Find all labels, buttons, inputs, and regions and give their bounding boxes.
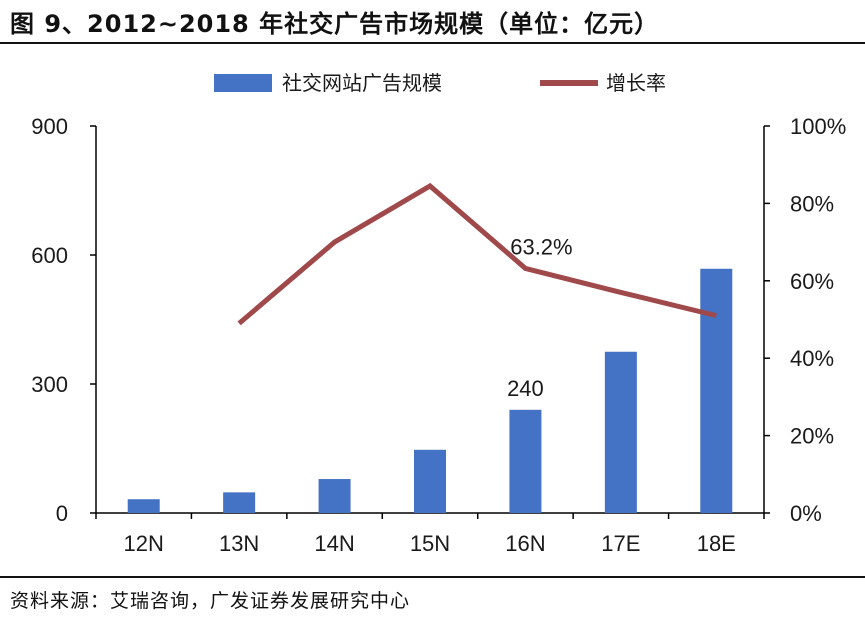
bar: [318, 479, 351, 513]
bar: [414, 449, 446, 513]
y-left-tick-label: 300: [31, 372, 68, 397]
x-tick-label: 16N: [505, 531, 545, 556]
x-tick-label: 18E: [697, 531, 736, 556]
x-tick-label: 15N: [410, 531, 450, 556]
x-tick-label: 17E: [601, 531, 640, 556]
line-series: [237, 182, 717, 326]
data-label: 63.2%: [510, 234, 572, 259]
y-right-tick-label: 80%: [790, 191, 834, 216]
legend-bar-swatch: [214, 74, 272, 92]
source-note: 资料来源：艾瑞咨询，广发证券发展研究中心: [0, 576, 865, 620]
legend-line-label: 增长率: [606, 72, 666, 95]
y-right-tick-label: 60%: [790, 269, 834, 294]
legend-bar-label: 社交网站广告规模: [282, 72, 442, 95]
y-right-tick-label: 20%: [790, 424, 834, 449]
y-right-tick-label: 100%: [790, 114, 846, 139]
y-left-tick-label: 600: [31, 243, 68, 268]
bar: [700, 268, 733, 513]
data-label: 240: [507, 376, 544, 401]
x-tick-label: 13N: [219, 531, 259, 556]
y-right-tick-label: 0%: [790, 501, 822, 526]
chart-legend: 社交网站广告规模 增长率: [214, 72, 666, 95]
source-text: 资料来源：艾瑞咨询，广发证券发展研究中心: [10, 589, 411, 612]
bar: [604, 351, 637, 513]
page-title: 图 9、2012~2018 年社交广告市场规模（单位：亿元）: [0, 0, 865, 44]
chart: 社交网站广告规模 增长率 0 300 600 900 0% 20% 40% 60% 80% 100…: [31, 72, 846, 556]
y-right-tick-label: 40%: [790, 346, 834, 371]
bar: [223, 492, 256, 513]
x-tick-label: 12N: [124, 531, 164, 556]
bar: [509, 409, 542, 513]
growth-rate-line: [237, 182, 717, 326]
bar-series: [127, 268, 733, 513]
y-left-tick-label: 0: [56, 501, 68, 526]
bar: [127, 499, 160, 513]
data-labels: 240 63.2%: [507, 234, 573, 400]
y-left-tick-label: 900: [31, 114, 68, 139]
chart-title-text: 图 9、2012~2018 年社交广告市场规模（单位：亿元）: [10, 9, 660, 38]
chart-axes: 0 300 600 900 0% 20% 40% 60% 80% 100% 12N 13N 14N 15N…: [31, 114, 846, 556]
x-tick-label: 14N: [314, 531, 354, 556]
